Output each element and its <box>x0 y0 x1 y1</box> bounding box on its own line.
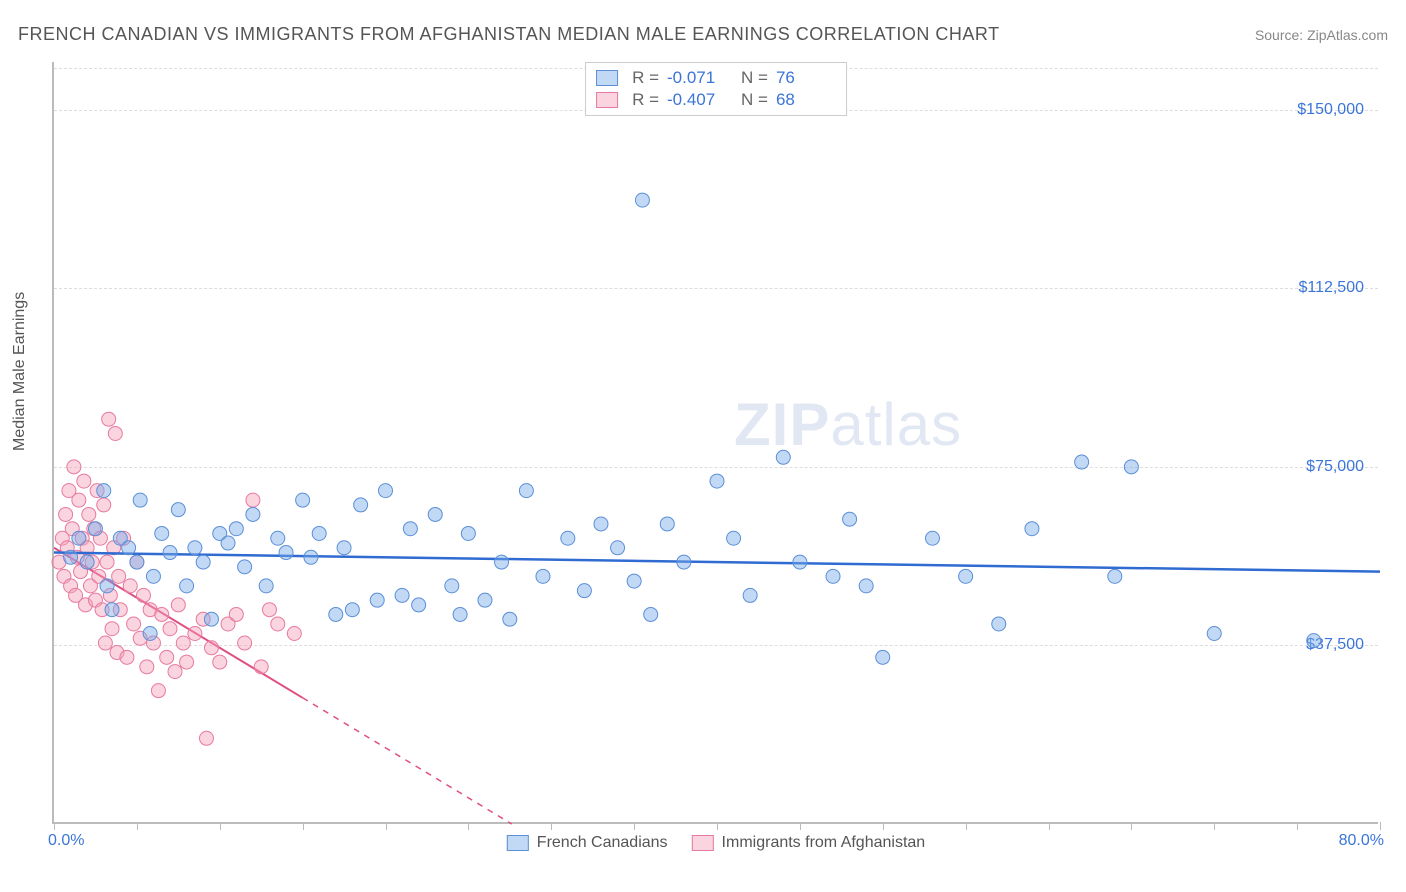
x-tick-0: 0.0% <box>48 832 84 850</box>
r-value-blue: -0.071 <box>667 68 727 88</box>
stats-legend: R =-0.071 N =76 R =-0.407 N =68 <box>585 62 847 116</box>
source-label: Source: ZipAtlas.com <box>1255 27 1388 43</box>
legend-label-blue: French Canadians <box>537 834 668 852</box>
legend-swatch-pink <box>596 92 618 108</box>
legend-swatch-pink-2 <box>692 835 714 851</box>
series-legend: French Canadians Immigrants from Afghani… <box>507 834 925 852</box>
x-tick-80: 80.0% <box>1339 832 1384 850</box>
r-value-pink: -0.407 <box>667 90 727 110</box>
legend-label-pink: Immigrants from Afghanistan <box>722 834 926 852</box>
legend-swatch-blue <box>596 70 618 86</box>
y-axis-title: Median Male Earnings <box>11 292 29 451</box>
legend-swatch-blue-2 <box>507 835 529 851</box>
scatter-plot: Median Male Earnings $37,500$75,000$112,… <box>52 62 1378 824</box>
chart-title: FRENCH CANADIAN VS IMMIGRANTS FROM AFGHA… <box>18 24 1000 45</box>
n-value-pink: 68 <box>776 90 836 110</box>
n-value-blue: 76 <box>776 68 836 88</box>
